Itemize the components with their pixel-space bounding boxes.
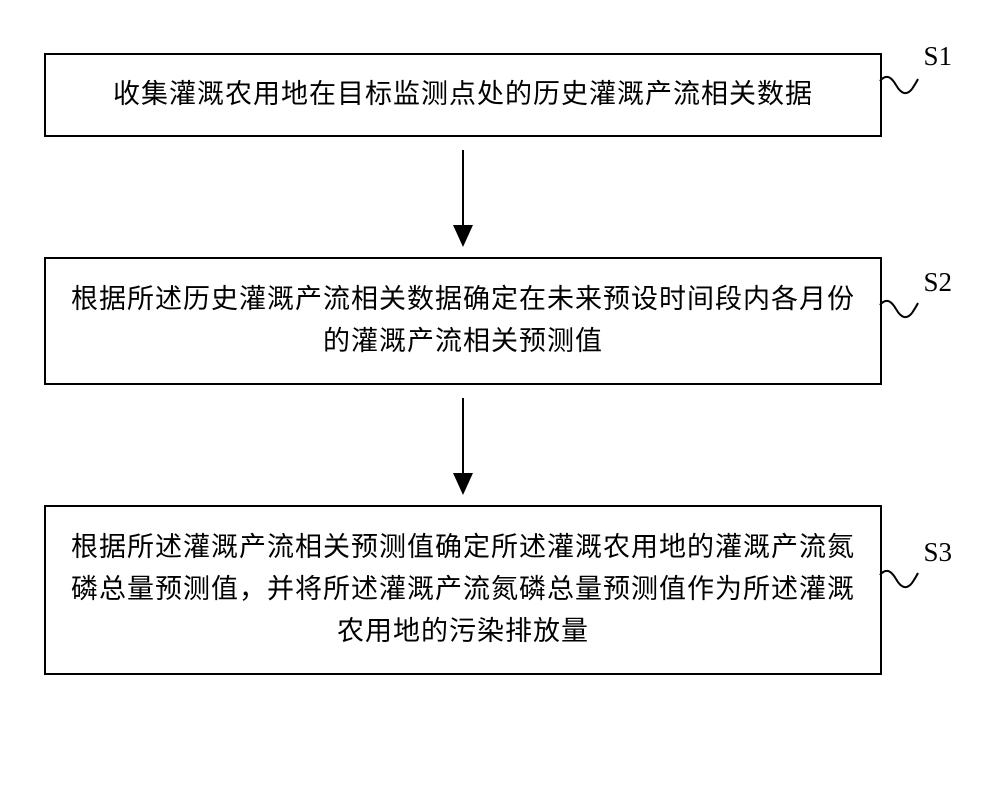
label-s1: S1: [923, 41, 952, 72]
flowchart-box-s3: 根据所述灌溉产流相关预测值确定所述灌溉农用地的灌溉产流氮磷总量预测值，并将所述灌…: [44, 505, 882, 675]
box-s1-text: 收集灌溉农用地在目标监测点处的历史灌溉产流相关数据: [113, 74, 813, 116]
label-s2: S2: [923, 267, 952, 298]
wave-connector-s2: [878, 297, 920, 337]
label-s3: S3: [923, 537, 952, 568]
wave-connector-s3: [878, 567, 920, 607]
wave-connector-s1: [878, 73, 920, 113]
arrow-container-2: [44, 385, 882, 505]
flowchart-box-s2: 根据所述历史灌溉产流相关数据确定在未来预设时间段内各月份的灌溉产流相关预测值 S…: [44, 257, 882, 385]
box-s2-text: 根据所述历史灌溉产流相关数据确定在未来预设时间段内各月份的灌溉产流相关预测值: [70, 279, 856, 363]
arrow-container-1: [44, 137, 882, 257]
arrow-1: [462, 150, 464, 245]
flowchart-container: 收集灌溉农用地在目标监测点处的历史灌溉产流相关数据 S1 根据所述历史灌溉产流相…: [44, 53, 956, 675]
flowchart-box-s1: 收集灌溉农用地在目标监测点处的历史灌溉产流相关数据 S1: [44, 53, 882, 137]
box-s3-text: 根据所述灌溉产流相关预测值确定所述灌溉农用地的灌溉产流氮磷总量预测值，并将所述灌…: [70, 527, 856, 653]
arrow-2: [462, 398, 464, 493]
